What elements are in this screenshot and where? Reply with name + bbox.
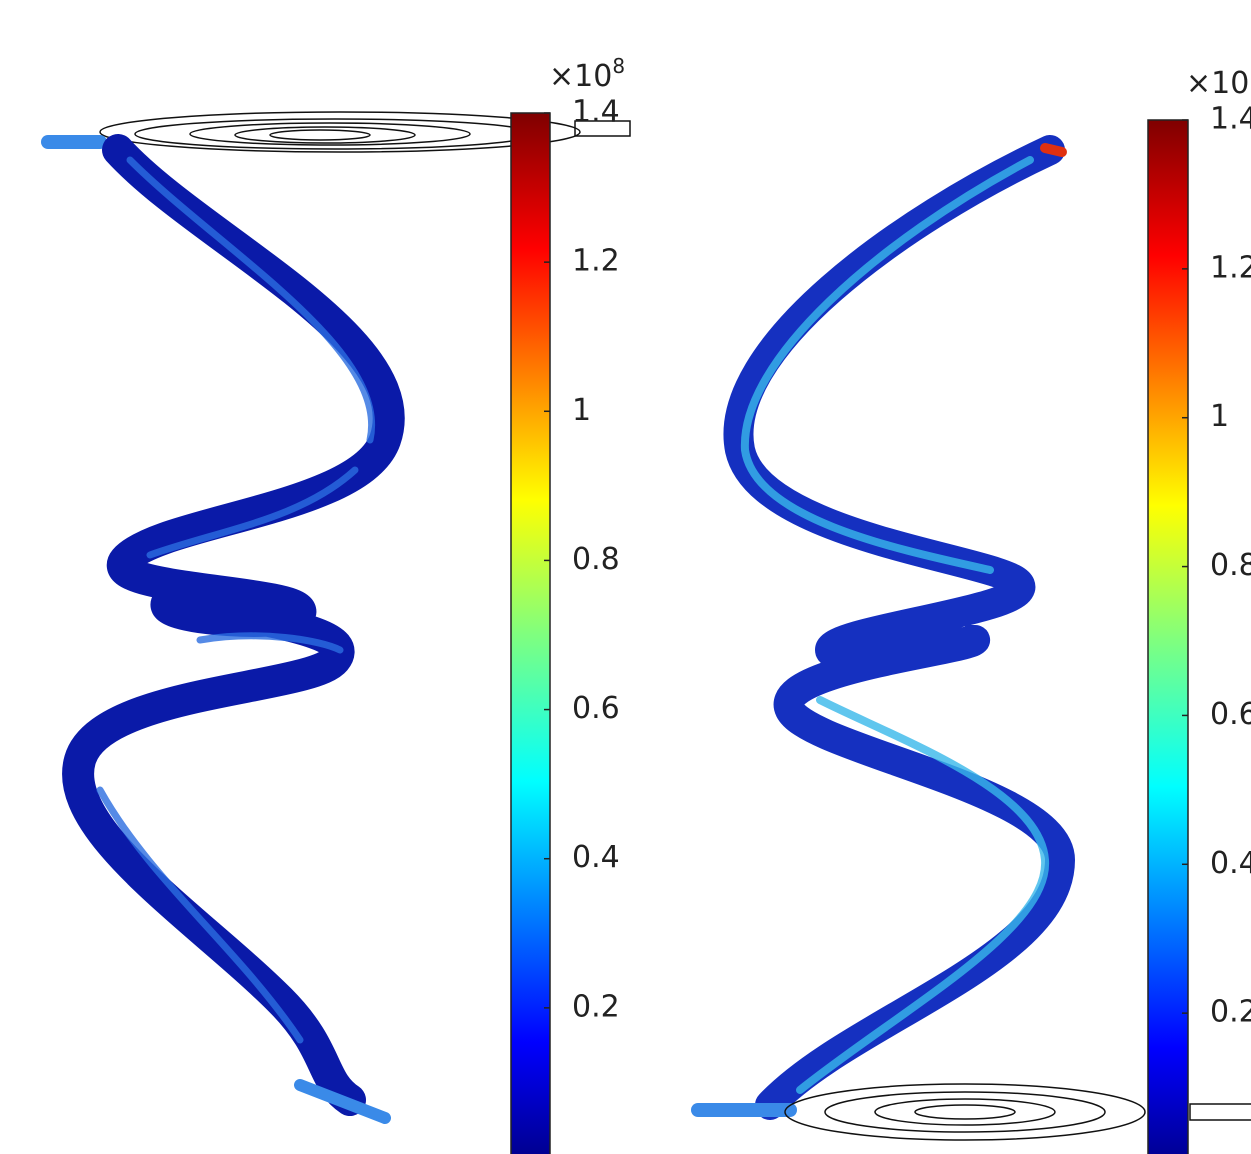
coil bbox=[784, 1083, 1251, 1141]
colorbar-tick-label: 1.2 bbox=[572, 244, 620, 279]
colorbar-tick-label: 0.4 bbox=[1210, 846, 1251, 881]
colorbar-tick-label: 1.2 bbox=[1210, 250, 1251, 285]
colorbar-tick-label: 1.4 bbox=[1210, 102, 1251, 137]
colorbar-tick-label: 0.8 bbox=[1210, 548, 1251, 583]
colorbar-multiplier: ×10 bbox=[1186, 66, 1249, 101]
colorbar-tick-label: 1 bbox=[572, 393, 591, 428]
colorbar-tick-label: 0.2 bbox=[572, 989, 620, 1024]
colorbar-tick-label: 0.6 bbox=[572, 691, 620, 726]
multiplier-base: ×10 bbox=[1186, 66, 1249, 101]
colorbar-tick-label: 1 bbox=[1210, 399, 1229, 434]
helix bbox=[691, 135, 1076, 1120]
colorbar-tick-label: 0.8 bbox=[572, 542, 620, 577]
multiplier-exponent: 8 bbox=[612, 54, 625, 78]
colorbar-tick-label: 0.4 bbox=[572, 840, 620, 875]
multiplier-base: ×10 bbox=[549, 59, 612, 94]
helix bbox=[41, 134, 405, 1124]
colorbar-tick-label: 0.6 bbox=[1210, 697, 1251, 732]
colorbar-tick-label: 1.4 bbox=[572, 95, 620, 130]
coil bbox=[99, 111, 631, 153]
colorbar-multiplier: ×108 bbox=[549, 54, 625, 94]
colorbar-tick-label: 0.2 bbox=[1210, 995, 1251, 1030]
colorbars: 0.20.40.60.811.21.4×1080.20.40.60.811.21… bbox=[510, 54, 1251, 1154]
colorbar bbox=[1147, 119, 1189, 1154]
colorbar bbox=[510, 112, 551, 1154]
